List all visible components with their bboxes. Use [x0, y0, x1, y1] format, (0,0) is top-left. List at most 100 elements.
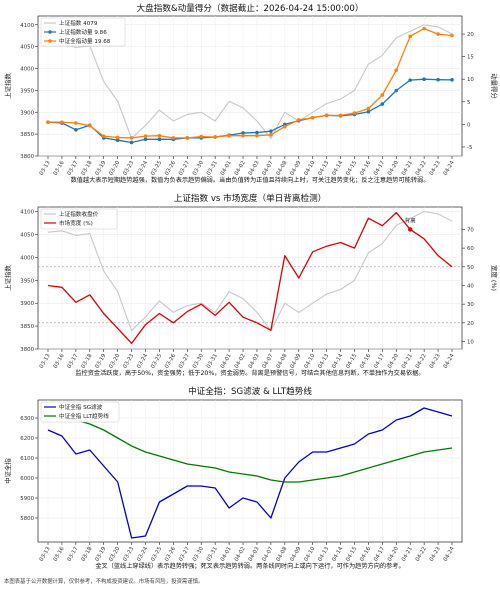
legend-label: 上证指数收盘价 [59, 210, 99, 218]
trend-legend: 中证全指 SG滤波 中证全指 LLT趋势线 [40, 401, 120, 423]
y-tick-label: 4000 [20, 67, 34, 73]
data-point [366, 109, 371, 114]
data-point [227, 133, 231, 138]
series-line [47, 78, 453, 144]
data-point [408, 34, 413, 39]
data-point [74, 121, 78, 125]
series-line [48, 27, 453, 139]
data-point [422, 77, 426, 82]
data-point [171, 136, 176, 140]
y2-tick-label: 20 [467, 321, 474, 327]
data-point [283, 124, 287, 129]
y2-tick-label: 60 [467, 246, 474, 252]
data-point [241, 131, 245, 135]
y-tick-label: 3950 [20, 278, 34, 284]
y2-tick-label: 20 [467, 32, 474, 38]
data-point [394, 68, 399, 72]
data-point [185, 136, 190, 140]
y2-tick-label: 30 [467, 302, 474, 308]
y2-tick-label: 0 [467, 122, 471, 128]
momentum-ylabel: 上证指数 [3, 73, 12, 99]
series-line [47, 407, 453, 539]
data-point [394, 88, 399, 93]
data-point [450, 33, 454, 38]
trend-caption: 金叉（蓝线上穿绿线）表示趋势转强；死叉表示趋势转弱。两条线同时向上或向下运行，可… [95, 562, 404, 570]
series-line [47, 415, 453, 483]
data-point [436, 32, 440, 36]
y2-tick-label: 10 [467, 77, 474, 83]
data-point [74, 128, 78, 132]
y-tick-label: 3900 [20, 301, 34, 307]
data-point [436, 77, 440, 82]
data-point [115, 135, 120, 140]
breadth-chart-title: 上证指数 vs 市场宽度（单日背离检测） [174, 192, 327, 204]
trend-chart-title: 中证全指：SG滤波 & LLT趋势线 [188, 385, 312, 397]
y-tick-label: 4000 [20, 255, 34, 261]
data-point [296, 118, 301, 122]
breadth-ylabel: 上证指数 [3, 265, 12, 291]
data-point [352, 111, 357, 115]
y2-tick-label: -5 [467, 145, 472, 151]
legend-label: 中证全指 LLT趋势线 [59, 412, 109, 420]
y-tick-label: 3850 [20, 132, 34, 138]
data-point [87, 123, 92, 128]
breadth-caption: 监控资金活跃度，高于50%，资金强势；低于20%，资金弱势。背离是预警信号，可结… [75, 369, 424, 377]
momentum-legend: 上证指数 4079 上证指数动量 9.86 中证全指动量 19.68 [40, 17, 126, 47]
data-point [380, 102, 385, 106]
footer-disclaimer: 本图表基于公开数据计算，仅供参考，不构成投资建议。市场有风险，投资需谨慎。 [4, 577, 203, 585]
legend-label: 中证全指 SG滤波 [59, 403, 103, 411]
data-point [269, 129, 273, 133]
y-tick-label: 3800 [20, 347, 34, 353]
legend-label: 市场宽度 (%) [59, 219, 93, 227]
data-point [129, 136, 134, 140]
data-point [213, 135, 217, 139]
series-line [47, 211, 453, 345]
y-tick-label: 3900 [20, 110, 34, 116]
data-point [199, 134, 204, 139]
data-point [324, 113, 329, 118]
divergence-marker [408, 227, 413, 232]
y-tick-label: 4050 [20, 45, 34, 51]
y-tick-label: 6300 [20, 416, 34, 422]
data-point [60, 120, 64, 124]
y-tick-label: 3950 [20, 88, 34, 94]
momentum-chart-panel: 大盘指数&动量得分（数据截止：2026-04-24 15:00:00） 3800… [3, 2, 499, 184]
y2-tick-label: 50 [467, 265, 474, 271]
data-point [255, 130, 259, 135]
y2-tick-label: 15 [467, 55, 474, 61]
legend-label: 上证指数动量 9.86 [59, 28, 107, 36]
data-point [143, 134, 148, 138]
y-tick-label: 6100 [20, 456, 34, 462]
y-tick-label: 5800 [20, 516, 34, 522]
data-point [380, 93, 385, 97]
data-point [450, 78, 454, 82]
series-line [47, 211, 453, 332]
y-tick-label: 6000 [20, 476, 34, 482]
data-point [422, 26, 426, 31]
legend-label: 上证指数 4079 [59, 19, 98, 27]
data-point [157, 133, 162, 138]
breadth-y2label: 宽度 (%) [490, 265, 499, 291]
data-point [338, 113, 343, 118]
y-tick-label: 4100 [20, 210, 34, 216]
y-tick-label: 3800 [20, 154, 34, 160]
trend-plot-frame [37, 399, 463, 543]
data-point [101, 134, 106, 138]
y-tick-label: 3850 [20, 324, 34, 330]
y2-tick-label: 40 [467, 283, 474, 289]
series-line [47, 24, 453, 140]
data-point [241, 133, 245, 138]
data-point [269, 132, 273, 137]
data-point [129, 140, 134, 145]
data-point [255, 133, 259, 138]
data-point [115, 138, 120, 142]
y2-tick-label: 70 [467, 227, 474, 233]
divergence-label: 背离 [405, 216, 416, 224]
breadth-legend: 上证指数收盘价 市场宽度 (%) [40, 208, 118, 230]
data-point [143, 137, 148, 142]
momentum-chart-title: 大盘指数&动量得分（数据截止：2026-04-24 15:00:00） [137, 2, 364, 14]
y-tick-label: 5900 [20, 496, 34, 502]
data-point [157, 137, 162, 142]
